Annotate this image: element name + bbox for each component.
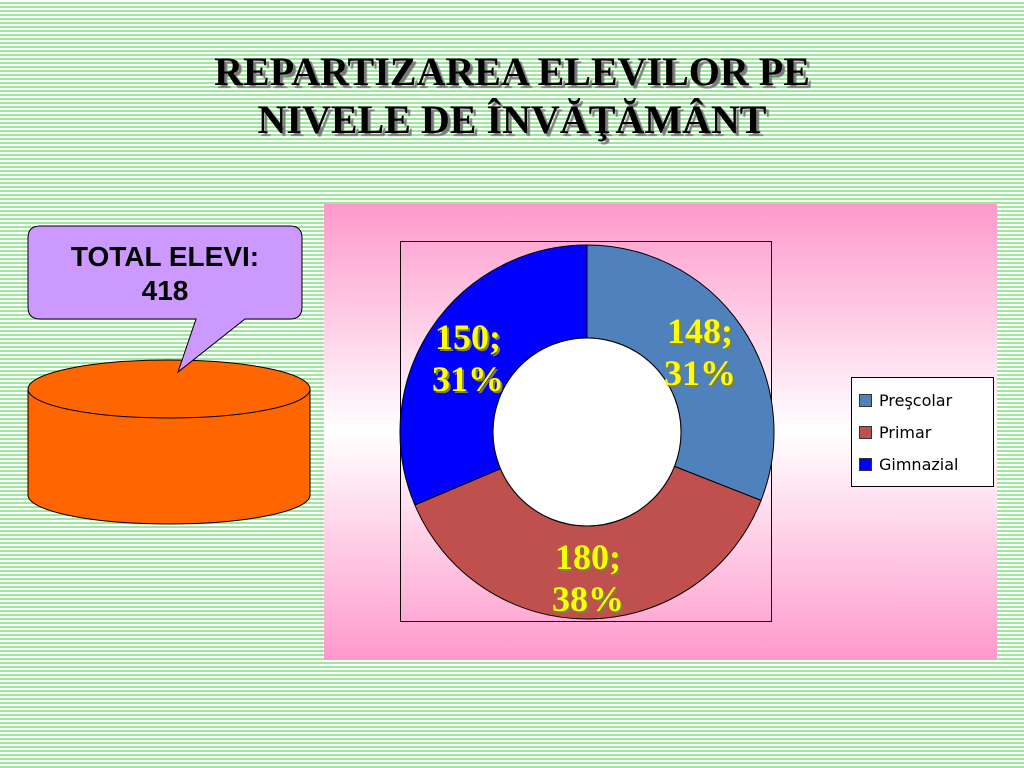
slide-title-line2: NIVELE DE ÎNVĂŢĂMÂNT <box>257 97 767 142</box>
legend-item-gimnazial: Gimnazial <box>859 448 993 480</box>
slide-title-line1: REPARTIZAREA ELEVILOR PE <box>214 49 810 94</box>
legend-label: Primar <box>879 422 932 442</box>
legend-label: Gimnazial <box>879 454 959 474</box>
data-label-prescolar: 148; 31% <box>664 311 736 393</box>
callout-text: TOTAL ELEVI: 418 <box>30 240 300 308</box>
legend-label: Preşcolar <box>879 390 953 410</box>
chart-legend: Preşcolar Primar Gimnazial <box>851 377 994 487</box>
legend-swatch-primar <box>859 425 872 439</box>
legend-swatch-prescolar <box>859 393 872 407</box>
slide-title: REPARTIZAREA ELEVILOR PE NIVELE DE ÎNVĂŢ… <box>0 48 1024 144</box>
data-label-primar: 180; 38% <box>552 537 624 619</box>
donut-hole <box>492 337 682 527</box>
legend-swatch-gimnazial <box>859 457 872 471</box>
callout-total-value: 418 <box>141 275 189 306</box>
cylinder-shape <box>27 359 311 525</box>
callout-bubble <box>27 225 303 374</box>
legend-item-prescolar: Preşcolar <box>859 384 993 416</box>
callout-label: TOTAL ELEVI: <box>70 241 260 272</box>
legend-item-primar: Primar <box>859 416 993 448</box>
data-label-gimnazial: 150; 31% <box>432 317 504 399</box>
